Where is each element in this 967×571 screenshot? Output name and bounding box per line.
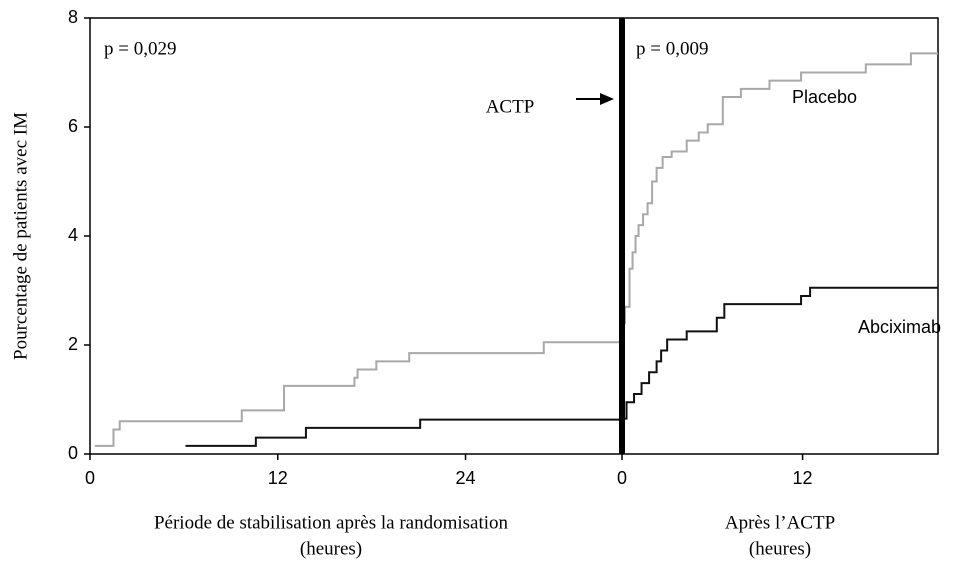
x-axis-label: Période de stabilisation après la random…	[154, 512, 509, 533]
series-label: Abciximab	[858, 317, 941, 337]
plot-frame	[89, 17, 939, 455]
arrow-label: ACTP	[486, 96, 535, 117]
x-tick-label: 0	[617, 468, 627, 488]
x-tick-label: 24	[456, 468, 476, 488]
y-tick-label: 4	[68, 225, 78, 245]
series-line	[185, 418, 622, 447]
y-tick-label: 6	[68, 116, 78, 136]
y-tick-label: 8	[68, 7, 78, 27]
arrow-head	[600, 93, 614, 105]
y-tick-label: 0	[68, 443, 78, 463]
x-tick-label: 12	[793, 468, 813, 488]
p-value: p = 0,009	[636, 38, 708, 59]
x-tick-label: 12	[268, 468, 288, 488]
p-value: p = 0,029	[104, 38, 176, 59]
x-axis-label: Après l’ACTP	[725, 512, 835, 533]
series-line	[622, 286, 938, 420]
series-line	[622, 52, 938, 325]
x-axis-label: (heures)	[300, 538, 362, 559]
series-label: Placebo	[792, 87, 857, 107]
x-tick-label: 0	[85, 468, 95, 488]
y-tick-label: 2	[68, 334, 78, 354]
x-axis-label: (heures)	[749, 538, 811, 559]
y-axis-label: Pourcentage de patients avec IM	[10, 112, 31, 360]
series-line	[94, 341, 622, 447]
